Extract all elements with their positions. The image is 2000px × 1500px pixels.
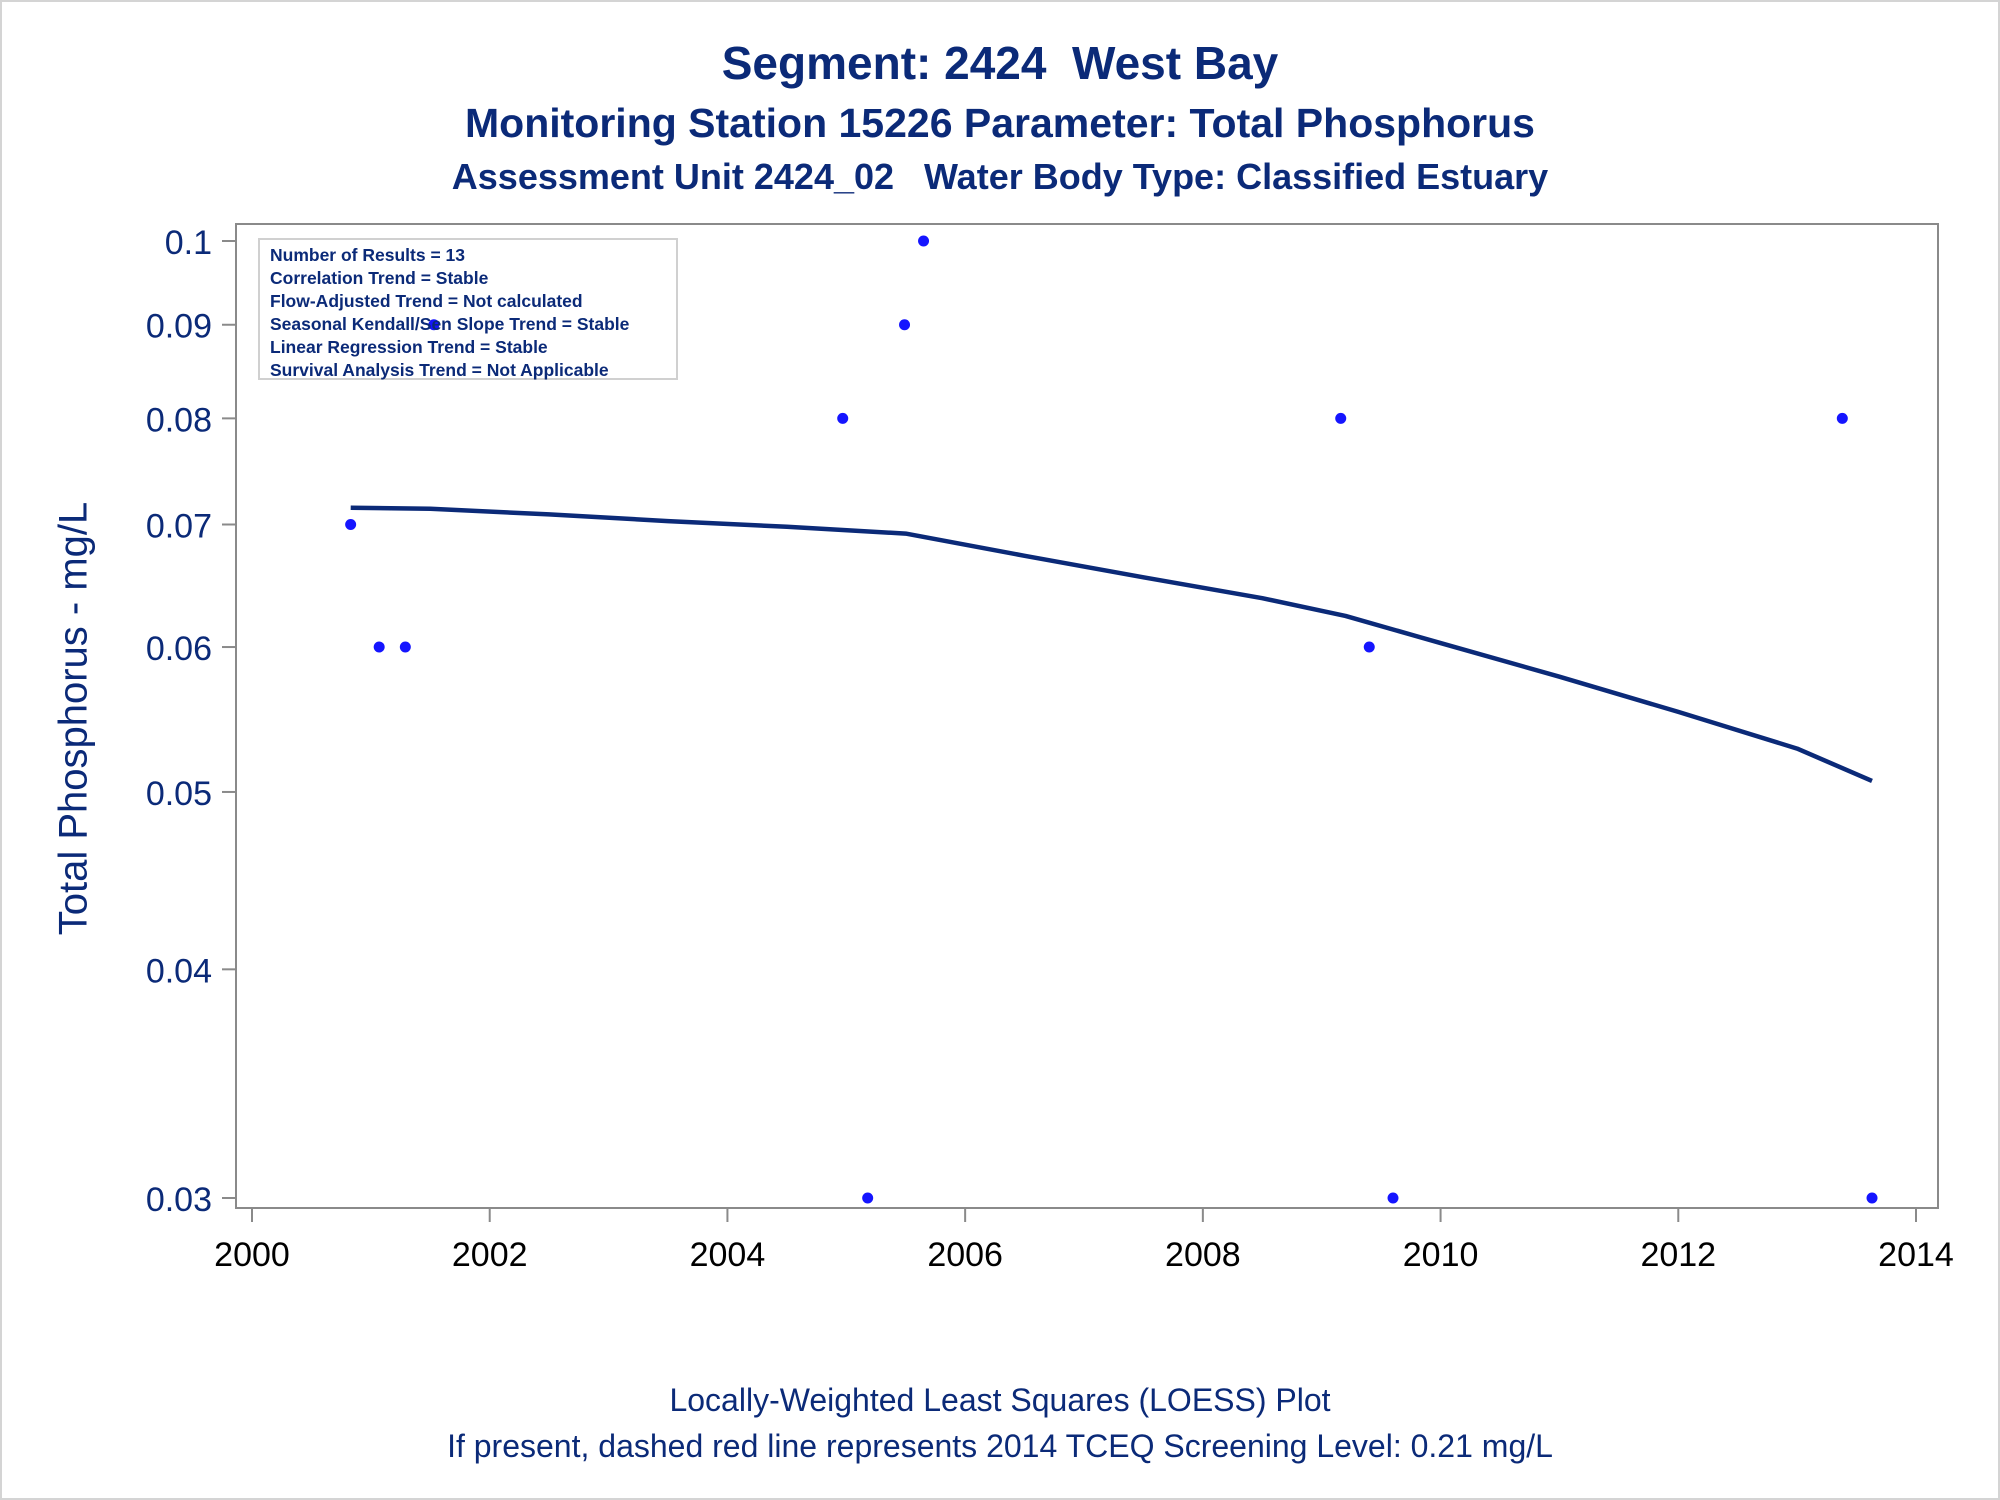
stat-survival-analysis-trend: Survival Analysis Trend = Not Applicable <box>270 360 609 380</box>
stat-linear-regression-trend: Linear Regression Trend = Stable <box>270 337 548 357</box>
stat-flow-adjusted-trend: Flow-Adjusted Trend = Not calculated <box>270 291 583 311</box>
y-tick-label: 0.03 <box>146 1181 212 1219</box>
data-point <box>345 519 357 531</box>
footnote-loess: Locally-Weighted Least Squares (LOESS) P… <box>669 1382 1331 1418</box>
data-point <box>373 641 385 653</box>
data-point <box>428 319 440 331</box>
x-tick-label: 2004 <box>690 1236 766 1274</box>
data-point <box>899 319 911 331</box>
y-tick-label: 0.09 <box>146 308 212 346</box>
data-point <box>918 235 930 247</box>
data-point <box>1866 1192 1878 1204</box>
data-point <box>1335 412 1347 424</box>
x-tick-label: 2000 <box>214 1236 290 1274</box>
y-axis: 0.1 0.09 0.08 0.07 0.06 0.05 0.04 0.03 <box>146 224 236 1219</box>
y-tick-label: 0.07 <box>146 508 212 546</box>
plot-area <box>235 223 1939 1209</box>
y-tick-label: 0.1 <box>165 224 212 262</box>
data-point <box>1836 412 1848 424</box>
stat-correlation-trend: Correlation Trend = Stable <box>270 268 489 288</box>
stat-seasonal-kendall-trend: Seasonal Kendall/Sen Slope Trend = Stabl… <box>270 314 630 334</box>
y-tick-label: 0.04 <box>146 952 212 990</box>
y-tick-label: 0.05 <box>146 775 212 813</box>
trend-statistics-box: Number of Results = 13 Correlation Trend… <box>258 238 678 380</box>
data-point <box>837 412 849 424</box>
x-tick-label: 2008 <box>1165 1236 1241 1274</box>
y-axis-label: Total Phosphorus - mg/L <box>51 501 96 936</box>
y-tick-label: 0.06 <box>146 630 212 668</box>
chart-title: Segment: 2424 West Bay <box>721 37 1279 89</box>
data-point <box>862 1192 874 1204</box>
x-tick-label: 2002 <box>452 1236 528 1274</box>
data-point <box>399 641 411 653</box>
y-tick-label: 0.08 <box>146 401 212 439</box>
x-tick-label: 2006 <box>927 1236 1003 1274</box>
x-tick-label: 2014 <box>1878 1236 1954 1274</box>
data-points <box>345 235 1878 1204</box>
chart-subtitle-assessment: Assessment Unit 2424_02 Water Body Type:… <box>451 156 1549 197</box>
data-point <box>1363 641 1375 653</box>
x-tick-label: 2012 <box>1640 1236 1716 1274</box>
chart-subtitle-station: Monitoring Station 15226 Parameter: Tota… <box>465 100 1535 146</box>
y-axis-label-container: Total Phosphorus - mg/L <box>44 226 104 1211</box>
data-point <box>1387 1192 1399 1204</box>
x-tick-label: 2010 <box>1403 1236 1479 1274</box>
loess-trend-line <box>350 505 1873 783</box>
x-axis: 2000 2002 2004 2006 2008 2010 2012 2014 <box>214 1208 1954 1274</box>
stat-number-of-results: Number of Results = 13 <box>270 245 465 265</box>
footnote-screening-level: If present, dashed red line represents 2… <box>447 1428 1553 1464</box>
